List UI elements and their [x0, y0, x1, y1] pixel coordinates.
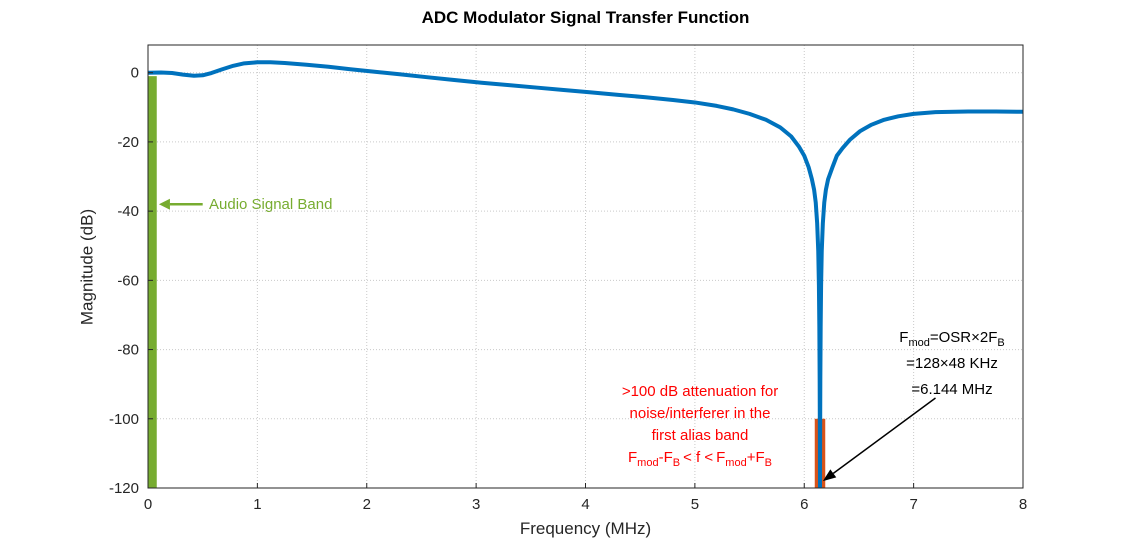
formula-s1: mod — [637, 457, 659, 469]
x-tick-label: 7 — [909, 496, 917, 513]
y-tick-label: -20 — [117, 134, 139, 151]
y-tick-label: -60 — [117, 272, 139, 289]
attenuation-annotation: >100 dB attenuation for noise/interferer… — [583, 381, 817, 469]
formula-f3: F — [716, 449, 726, 466]
y-tick-label: 0 — [131, 65, 139, 82]
stf-curve — [148, 60, 1023, 488]
y-tick-label: -40 — [117, 203, 139, 220]
x-tick-label: 6 — [800, 496, 808, 513]
fmod-line-1: Fmod=OSR×2FB — [866, 325, 1038, 351]
fmod-arrow — [832, 397, 936, 474]
fmod-line-3: =6.144 MHz — [911, 381, 993, 398]
formula-f4: +F — [746, 449, 765, 466]
attenuation-formula: Fmod-FB < f < Fmod+FB — [583, 447, 817, 469]
x-tick-label: 1 — [253, 496, 261, 513]
x-axis-label: Frequency (MHz) — [519, 519, 652, 538]
y-tick-label: -120 — [109, 480, 139, 497]
fmod-arrow-head — [822, 469, 837, 482]
chart-title: ADC Modulator Signal Transfer Function — [421, 8, 750, 27]
x-tick-label: 2 — [363, 496, 371, 513]
formula-s3: mod — [725, 457, 747, 469]
formula-mid: < f < — [683, 449, 714, 466]
audio-band-annotation: Audio Signal Band — [209, 196, 332, 213]
audio-band-label: Audio Signal Band — [209, 196, 333, 213]
x-tick-label: 5 — [691, 496, 699, 513]
formula-s4: B — [764, 457, 772, 469]
fmod-sub-b: B — [997, 337, 1005, 349]
audio-band-bar — [148, 76, 157, 488]
x-tick-label: 4 — [581, 496, 589, 513]
x-tick-label: 3 — [472, 496, 480, 513]
y-tick-label: -100 — [109, 411, 139, 428]
attenuation-line-3: first alias band — [651, 427, 749, 444]
formula-f1: F — [628, 449, 638, 466]
fmod-osr: =OSR×2F — [929, 329, 998, 346]
fmod-annotation: Fmod=OSR×2FB =128×48 KHz =6.144 MHz — [866, 325, 1038, 403]
formula-s2: B — [672, 457, 681, 469]
fmod-f: F — [899, 329, 909, 346]
attenuation-line-2: noise/interferer in the — [629, 405, 771, 422]
x-tick-label: 0 — [144, 496, 152, 513]
audio-band-arrow-head — [158, 198, 170, 210]
formula-f2: -F — [658, 449, 673, 466]
y-tick-label: -80 — [117, 342, 139, 359]
fmod-line-2: =128×48 KHz — [906, 355, 998, 372]
fmod-sub-mod: mod — [908, 337, 930, 349]
attenuation-line-1: >100 dB attenuation for — [621, 383, 779, 400]
x-tick-label: 8 — [1019, 496, 1027, 513]
